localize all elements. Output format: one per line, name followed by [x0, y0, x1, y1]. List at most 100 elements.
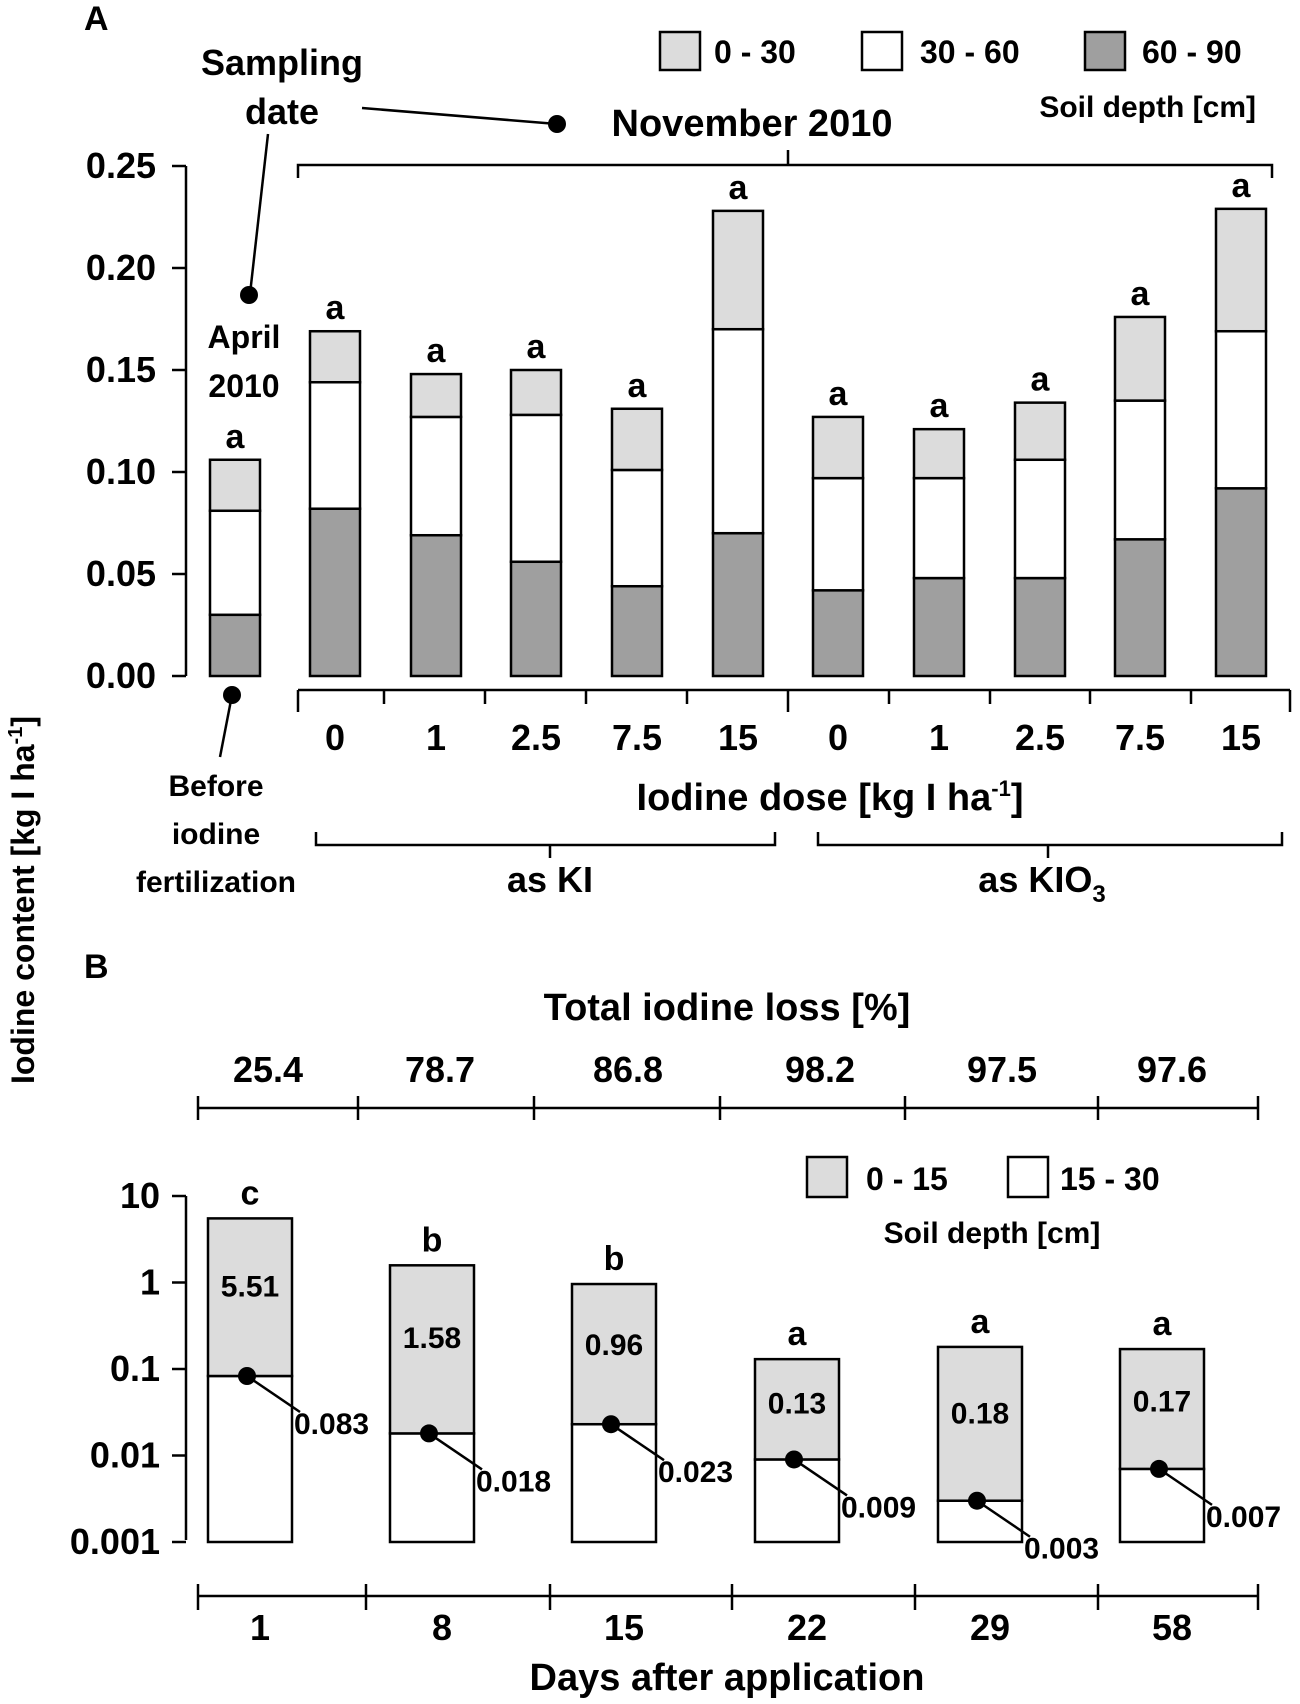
bar-a-9-depth-0-30 [1113, 315, 1167, 402]
april-2010-label-line2: 2010 [208, 368, 279, 404]
legend-b-title: Soil depth [cm] [884, 1217, 1101, 1250]
legend-a-label-0-30: 0 - 30 [714, 34, 796, 70]
bar-b-4-value-15-30: 0.003 [1024, 1533, 1099, 1566]
bar-b-2-pointer [610, 1423, 665, 1462]
bar-b-4-pointer [976, 1499, 1031, 1538]
legend-a-label-60-90: 60 - 90 [1142, 34, 1242, 70]
bar-a-4-depth-60-90 [610, 584, 664, 678]
sampling-date-label-line2: date [245, 91, 319, 132]
y-ticks-a: 0.00 0.05 0.10 0.15 0.20 0.25 [86, 145, 186, 696]
bar-b-3-value-15-30: 0.009 [841, 1491, 916, 1524]
total-loss-value-2: 86.8 [593, 1049, 663, 1090]
bar-a-4-letter: a [628, 367, 648, 405]
bar-a-8-depth-60-90 [1013, 576, 1067, 678]
x-tick-label-a-4: 7.5 [612, 717, 662, 758]
bar-a-6-letter: a [829, 375, 849, 413]
x-tick-label-a-3: 2.5 [511, 717, 561, 758]
bar-b-0-value-15-30: 0.083 [294, 1408, 369, 1441]
group-bracket-kio3 [816, 832, 1284, 858]
bar-a-7-depth-0-30 [912, 427, 966, 480]
sampling-pointer-line-april [248, 133, 270, 295]
bar-a-8-letter: a [1031, 361, 1051, 399]
x-tick-label-a-9: 7.5 [1115, 717, 1165, 758]
bar-a-8-depth-0-30 [1013, 401, 1067, 462]
bar-a-2-depth-60-90 [409, 533, 463, 678]
bar-b-4-letter: a [971, 1303, 991, 1341]
bar-b-3-value-0-15: 0.13 [768, 1387, 826, 1420]
sampling-date-label-line1: Sampling [201, 42, 363, 83]
legend-b-swatch-15-30 [1006, 1155, 1050, 1199]
legend-a-label-30-60: 30 - 60 [920, 34, 1020, 70]
x-axis-label-a-end: ] [1011, 777, 1024, 819]
bar-a-9-letter: a [1131, 275, 1151, 313]
total-loss-value-0: 25.4 [233, 1049, 303, 1090]
before-label-line2: iodine [172, 818, 260, 851]
panel-a: A 0 - 30 30 - 60 60 - 90 Soil depth [cm]… [84, 0, 1292, 908]
bar-a-3-letter: a [527, 328, 547, 366]
bar-b-2-depth-15-30 [570, 1422, 658, 1544]
bar-a-8-depth-30-60 [1013, 458, 1067, 580]
bar-a-5-letter: a [729, 169, 749, 207]
bar-a-5-depth-0-30 [711, 209, 765, 331]
bar-b-2-depth-0-15 [570, 1282, 658, 1426]
bar-a-3-depth-0-30 [509, 368, 563, 417]
bar-b-2-letter: b [604, 1240, 625, 1278]
x-tick-labels-a: 0 1 2.5 7.5 15 0 1 2.5 7.5 15 [325, 717, 1261, 758]
bar-a-3-depth-60-90 [509, 560, 563, 678]
x-axis-b [196, 1584, 1260, 1610]
y-axis-label: Iodine content [kg I ha-1] [5, 716, 41, 1084]
x-axis-label-a-sup: -1 [991, 776, 1011, 801]
bar-b-0-depth-15-30 [206, 1374, 294, 1544]
bar-b-0-depth-0-15 [206, 1217, 294, 1378]
bar-a-1-depth-0-30 [308, 329, 362, 384]
bar-a-2-letter: a [427, 332, 447, 370]
bar-a-1-depth-60-90 [308, 507, 362, 678]
bar-a-7-depth-30-60 [912, 476, 966, 580]
bar-b-5-depth-15-30 [1118, 1467, 1206, 1544]
bar-a-5-depth-30-60 [711, 327, 765, 535]
bar-a-0-depth-60-90 [208, 613, 262, 678]
x-tick-label-a-2: 1 [426, 717, 446, 758]
bar-b-1-depth-15-30 [388, 1432, 476, 1544]
bar-b-4-depth-0-15 [936, 1345, 1024, 1502]
total-loss-value-4: 97.5 [967, 1049, 1037, 1090]
bar-a-0-depth-0-30 [208, 458, 262, 513]
x-tick-label-b-2: 15 [604, 1607, 644, 1648]
x-tick-label-b-5: 58 [1152, 1607, 1192, 1648]
bar-b-3-letter: a [788, 1315, 808, 1353]
bar-a-9-depth-60-90 [1113, 538, 1167, 678]
bar-a-7-depth-60-90 [912, 576, 966, 678]
y-ticks-b: 10 1 0.1 0.01 0.001 [70, 1175, 186, 1562]
y-tick-label-b-0: 10 [120, 1175, 160, 1216]
bar-b-5-pointer [1158, 1467, 1213, 1506]
x-tick-label-a-7: 1 [929, 717, 949, 758]
x-tick-label-b-4: 29 [970, 1607, 1010, 1648]
x-tick-label-b-0: 1 [250, 1607, 270, 1648]
sampling-pointer-dot-nov [548, 115, 566, 133]
bar-b-3-depth-15-30 [753, 1458, 841, 1544]
x-tick-label-a-10: 15 [1221, 717, 1261, 758]
bar-a-4-depth-30-60 [610, 468, 664, 588]
x-axis-label-a-main: Iodine dose [kg I ha [637, 777, 993, 819]
bar-b-1-value-0-15: 1.58 [403, 1322, 461, 1355]
x-tick-labels-b: 1 8 15 22 29 58 [250, 1607, 1192, 1648]
bar-a-10-depth-30-60 [1214, 329, 1268, 490]
bar-b-0-letter: c [241, 1174, 260, 1212]
bar-b-3-depth-0-15 [753, 1357, 841, 1461]
group-bracket-ki [314, 832, 777, 858]
before-label-line1: Before [168, 770, 263, 803]
bar-a-0-letter: a [226, 418, 246, 456]
bar-a-0-depth-30-60 [208, 509, 262, 617]
total-loss-value-1: 78.7 [405, 1049, 475, 1090]
y-tick-label-a-5: 0.25 [86, 145, 156, 186]
bars-a: a a a a a a a a a a a [208, 167, 1268, 678]
november-bracket [296, 150, 1274, 178]
april-2010-label-line1: April [208, 319, 281, 355]
before-label-line3: fertilization [136, 866, 296, 899]
x-tick-label-a-5: 15 [718, 717, 758, 758]
bar-b-5-value-15-30: 0.007 [1206, 1501, 1281, 1534]
bar-b-5-letter: a [1153, 1305, 1173, 1343]
before-pointer-line [218, 694, 234, 758]
bar-b-1-value-15-30: 0.018 [476, 1465, 551, 1498]
